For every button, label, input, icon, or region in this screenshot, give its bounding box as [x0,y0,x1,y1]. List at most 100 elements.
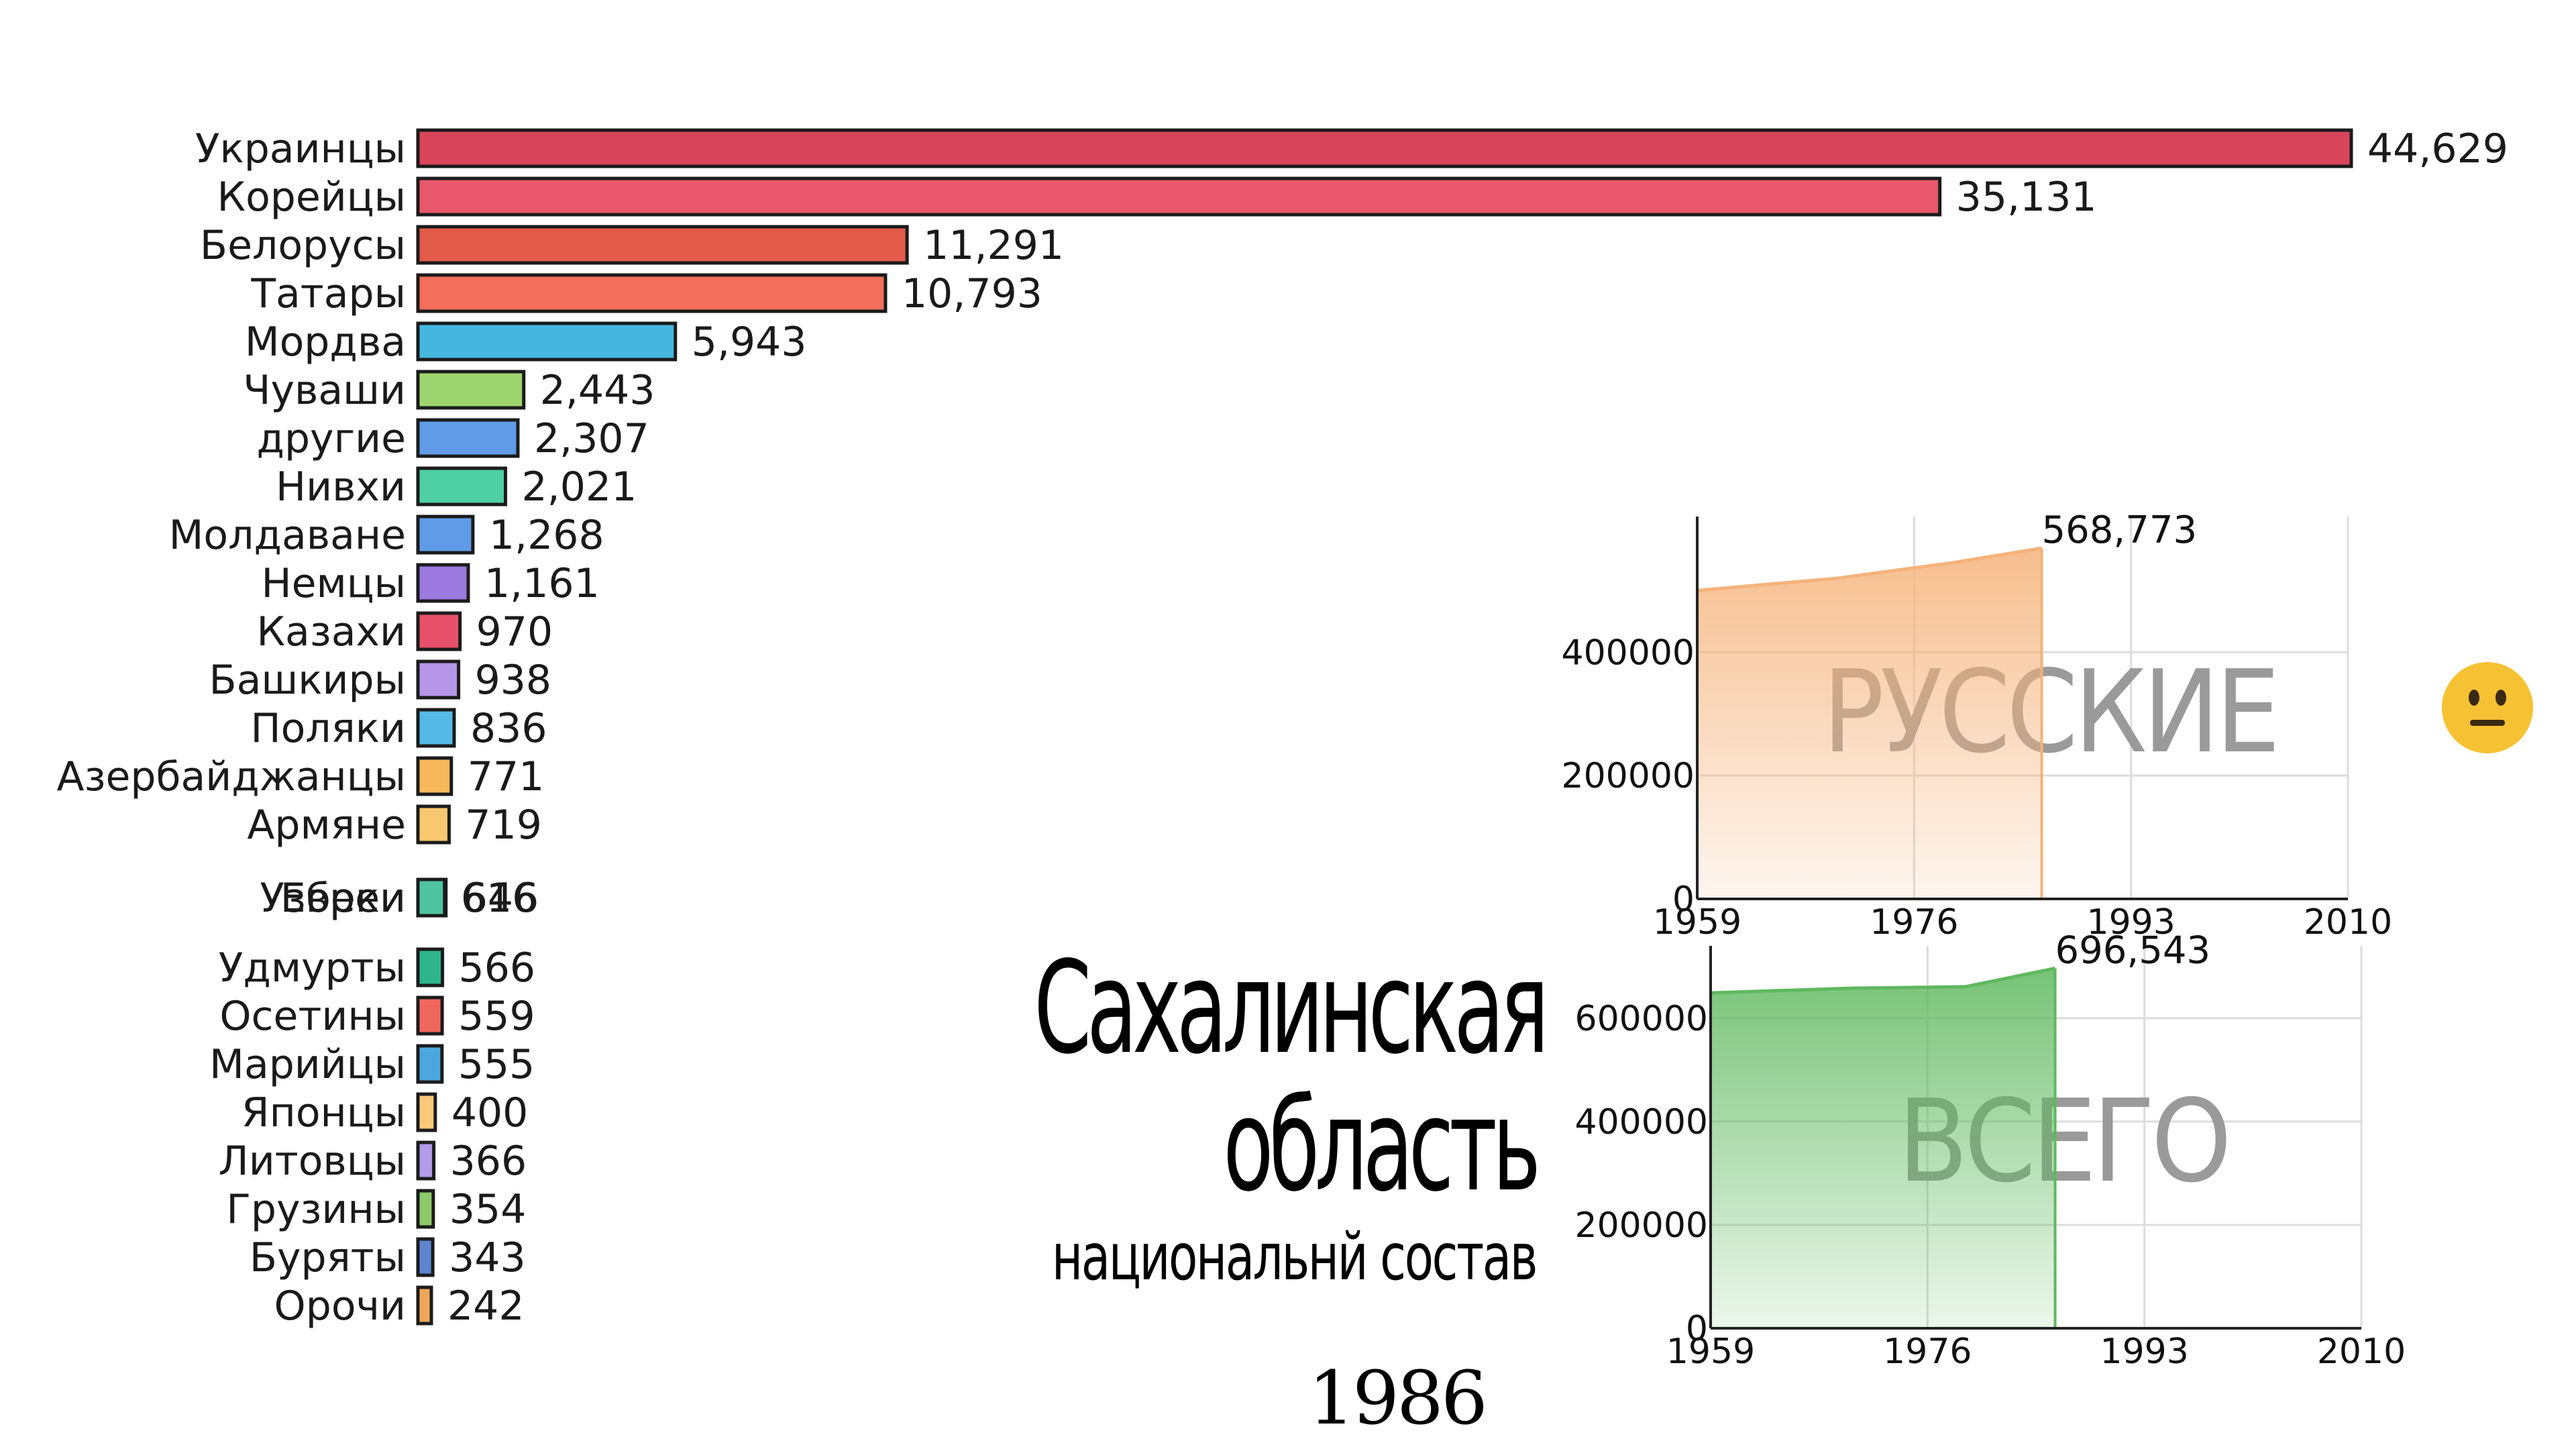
bar-value: 2,443 [540,367,655,414]
title-line-1: Сахалинская [1034,934,1549,1082]
neutral-face-icon [2442,662,2533,753]
bar-row: другие 2,307 [256,415,649,462]
bar-row: Осетины 559 [219,993,535,1040]
bar-row: Белорусы 11,291 [200,222,1064,269]
bar-label: Осетины [219,993,406,1040]
bar-label: Удмурты [219,945,406,991]
bar-row: Мордва 5,943 [245,319,807,366]
bar [416,273,888,313]
bar [416,659,461,700]
bar [416,1092,437,1132]
bar-row: Литовцы 366 [219,1138,527,1185]
bar [416,563,470,603]
bar-label: Молдаване [169,512,406,559]
bar-row: Удмурты 566 [219,945,535,991]
bar-row: Татары 10,793 [250,270,1042,317]
bar [416,515,475,555]
y-tick-label: 400000 [1561,633,1695,673]
bar-value: 400 [451,1089,529,1136]
bar [416,176,1942,217]
emoji-eye-left [2469,690,2479,706]
bar-label: Нивхи [276,464,406,511]
bar-row: Буряты 343 [250,1234,526,1281]
bar-value: 836 [470,705,547,752]
bar-label: Евреи [280,875,406,922]
bar-row: Корейцы 35,131 [217,174,2096,221]
bar-value: 44,629 [2367,125,2508,172]
bar [416,1285,433,1326]
bar-row: Молдаване 1,268 [169,512,604,559]
area-line [1710,967,2056,995]
bar-label: Грузины [226,1186,406,1233]
bar-label: Татары [250,270,406,317]
y-tick-label: 0 [1686,1309,1708,1349]
emoji-face [2442,662,2533,753]
bar-value: 2,307 [534,415,649,462]
end-value-label: 568,773 [2042,508,2198,552]
bar [416,877,447,918]
bar-value: 559 [458,993,535,1040]
bar-value: 566 [459,945,536,991]
bar-value: 35,131 [1956,174,2097,221]
bar [416,466,508,506]
bar-row: Марийцы 555 [209,1041,535,1088]
bar-value: 366 [450,1138,527,1185]
bar-label: Узбеки [260,875,406,922]
bar [416,1140,436,1181]
bar-value: 970 [476,608,553,655]
bar-label: Марийцы [209,1041,406,1088]
bar [416,1189,435,1229]
bar [416,321,678,362]
subtitle: национальнй состав [1051,1220,1538,1295]
x-tick-label: 2010 [2304,902,2392,943]
bar-row: Орочи 242 [274,1283,525,1330]
bar-row: Казахи 970 [256,608,553,655]
bar-value: 1,268 [489,512,604,559]
bar-row: Чуваши 2,443 [243,367,655,414]
y-tick-label: 400000 [1574,1102,1708,1142]
bar-label: Орочи [274,1283,406,1330]
bar-label: Немцы [261,560,406,607]
bar-label: Японцы [241,1089,406,1136]
bar-value: 616 [461,875,538,922]
area-fill [1711,968,2055,1328]
bar-label: Азербайджанцы [57,753,406,800]
bar-label: Казахи [256,608,406,655]
bar-label: Белорусы [200,222,406,269]
bar-label: Армяне [247,802,406,849]
bar-row: Азербайджанцы 771 [57,753,545,800]
bar-value: 1,161 [484,560,600,607]
bar-value: 343 [449,1234,526,1281]
y-tick-label: 600000 [1574,999,1708,1039]
bar [416,756,453,796]
bar-value: 11,291 [923,222,1064,269]
area-chart-total: ВСЕГО 0 200000 400000 600000 1959 1976 1993 2010… [1556,926,2428,1382]
bar-value: 719 [465,802,542,849]
x-tick-label: 1976 [1883,1332,1972,1372]
area-chart-russians: РУССКИЕ 0 200000 400000 1959 1976 1993 2010 568,… [1543,496,2415,953]
x-tick-label: 1993 [2086,902,2175,943]
area-line [1697,546,2042,592]
bar-label: Поляки [250,705,406,752]
bar-value: 646 [462,875,539,922]
bar-value: 771 [468,753,545,800]
x-tick-label: 2010 [2317,1332,2406,1372]
x-tick-label: 1976 [1870,902,1958,943]
bar-label: Мордва [245,319,406,366]
title-block: Сахалинская область национальнй состав [839,934,1549,1297]
bar [416,1044,444,1084]
bar [416,611,462,651]
bar-value: 2,021 [522,464,637,511]
bar-value: 555 [458,1041,535,1088]
y-tick-label: 200000 [1561,756,1695,796]
bar [416,996,444,1036]
bar-value: 354 [449,1186,527,1233]
bar-row: Узбеки 616 [260,875,537,922]
bar-row: Евреи 646 [280,875,539,922]
y-tick-label: 200000 [1574,1205,1708,1246]
bar-row: Нивхи 2,021 [276,464,637,511]
year-label: 1986 [1308,1355,1488,1441]
bar [416,370,526,410]
bar [416,1237,435,1277]
